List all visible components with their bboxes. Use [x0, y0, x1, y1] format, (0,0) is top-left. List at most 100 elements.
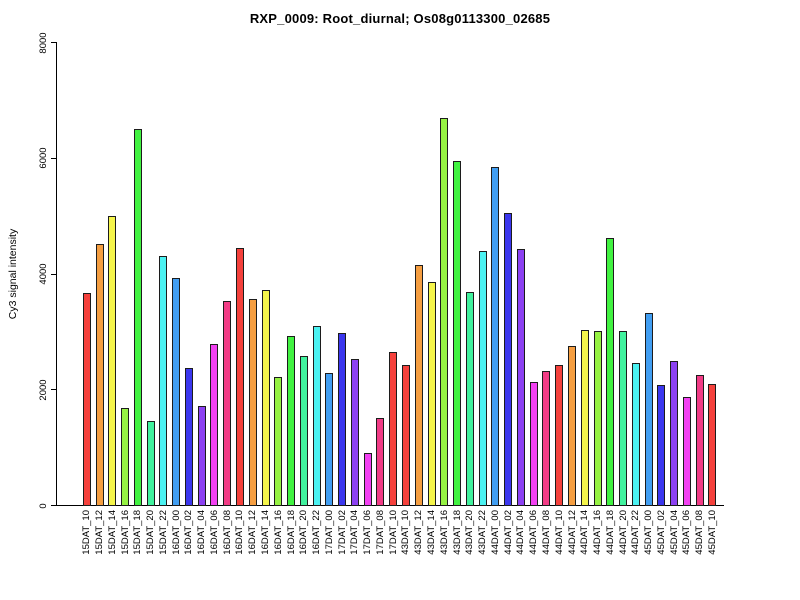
bar-43DAT_20	[465, 291, 474, 506]
bar-45DAT_08	[695, 374, 704, 506]
bar-44DAT_04	[516, 248, 525, 506]
bar-44DAT_12	[568, 346, 576, 506]
x-tick-label-15DAT_16: 15DAT_16	[119, 509, 131, 555]
bar-45DAT_00	[644, 312, 653, 506]
bar-44DAT_14	[580, 329, 589, 506]
x-tick-label-43DAT_20: 43DAT_20	[464, 509, 476, 555]
bar-43DAT_14	[427, 281, 436, 506]
bar-15DAT_12	[95, 244, 104, 506]
x-tick-label-43DAT_16: 43DAT_16	[438, 509, 450, 555]
y-axis-title: Cy3 signal intensity	[7, 228, 19, 320]
x-tick-label-44DAT_16: 44DAT_16	[592, 509, 603, 555]
y-tick-4000	[51, 273, 56, 275]
bar-44DAT_22	[631, 362, 640, 506]
bar-16DAT_18	[287, 336, 295, 506]
y-tick-label-6000: 6000	[38, 147, 49, 169]
bar-45DAT_06	[682, 396, 691, 506]
bar-17DAT_10	[389, 351, 398, 506]
x-tick-label-43DAT_22: 43DAT_22	[477, 509, 489, 555]
x-tick-label-44DAT_04: 44DAT_04	[515, 509, 527, 555]
x-tick-label-15DAT_18: 15DAT_18	[132, 509, 144, 555]
chart-title: RXP_0009: Root_diurnal; Os08g0113300_026…	[249, 11, 551, 26]
bar-44DAT_10	[555, 365, 564, 506]
x-tick-label-17DAT_00: 17DAT_00	[323, 509, 335, 555]
bar-17DAT_08	[376, 418, 385, 506]
x-tick-label-44DAT_02: 44DAT_02	[502, 509, 514, 555]
bar-45DAT_02	[657, 384, 666, 506]
x-tick-label-44DAT_20: 44DAT_20	[617, 509, 629, 555]
y-tick-0	[51, 505, 56, 507]
bar-16DAT_08	[223, 301, 232, 506]
plot-area	[57, 43, 724, 506]
y-tick-2000	[51, 389, 56, 391]
bar-43DAT_16	[440, 118, 449, 506]
y-tick-label-2000: 2000	[38, 379, 49, 401]
bar-16DAT_20	[299, 356, 308, 506]
bar-17DAT_04	[350, 359, 359, 506]
bar-44DAT_00	[491, 166, 500, 506]
bar-16DAT_16	[274, 377, 283, 506]
bar-16DAT_00	[172, 277, 181, 506]
x-tick-label-44DAT_10: 44DAT_10	[553, 509, 565, 555]
x-tick-label-45DAT_08: 45DAT_08	[694, 509, 706, 555]
bar-44DAT_02	[504, 213, 513, 506]
bar-17DAT_06	[363, 452, 372, 506]
x-tick-label-43DAT_10: 43DAT_10	[400, 509, 412, 555]
bar-16DAT_12	[248, 299, 257, 506]
x-tick-label-43DAT_14: 43DAT_14	[426, 509, 437, 555]
bar-16DAT_06	[210, 344, 219, 506]
bar-16DAT_10	[235, 248, 244, 506]
bar-45DAT_04	[670, 360, 679, 506]
x-tick-label-16DAT_12: 16DAT_12	[247, 509, 259, 555]
x-tick-label-16DAT_16: 16DAT_16	[272, 509, 284, 555]
x-tick-label-16DAT_06: 16DAT_06	[208, 509, 220, 555]
x-tick-label-15DAT_20: 15DAT_20	[145, 509, 157, 555]
x-tick-label-44DAT_00: 44DAT_00	[489, 509, 501, 555]
x-tick-label-44DAT_06: 44DAT_06	[528, 509, 540, 555]
x-tick-label-16DAT_18: 16DAT_18	[285, 509, 297, 555]
x-tick-label-44DAT_18: 44DAT_18	[604, 509, 616, 555]
y-tick-8000	[51, 42, 56, 44]
x-tick-label-44DAT_22: 44DAT_22	[630, 509, 642, 555]
bar-44DAT_08	[542, 371, 551, 506]
x-tick-label-16DAT_22: 16DAT_22	[311, 509, 323, 555]
bar-15DAT_16	[121, 408, 129, 506]
y-tick-label-4000: 4000	[38, 263, 49, 285]
bar-15DAT_10	[82, 292, 91, 506]
y-tick-6000	[51, 157, 56, 159]
x-tick-label-16DAT_02: 16DAT_02	[183, 509, 195, 555]
bar-15DAT_14	[108, 215, 117, 506]
x-tick-label-45DAT_00: 45DAT_00	[643, 509, 655, 555]
x-tick-label-15DAT_14: 15DAT_14	[106, 509, 118, 555]
x-tick-label-16DAT_04: 16DAT_04	[196, 509, 208, 555]
x-tick-label-16DAT_10: 16DAT_10	[234, 509, 246, 555]
x-tick-label-43DAT_18: 43DAT_18	[451, 509, 463, 555]
x-tick-label-44DAT_08: 44DAT_08	[540, 509, 552, 555]
bar-17DAT_00	[325, 373, 334, 506]
x-tick-label-44DAT_12: 44DAT_12	[566, 509, 578, 555]
bar-44DAT_16	[593, 330, 602, 506]
x-tick-label-17DAT_04: 17DAT_04	[349, 509, 361, 555]
bar-15DAT_22	[159, 256, 168, 506]
x-tick-label-45DAT_04: 45DAT_04	[668, 509, 680, 555]
y-tick-label-0: 0	[38, 503, 49, 509]
bar-15DAT_20	[146, 420, 155, 506]
x-tick-label-17DAT_08: 17DAT_08	[374, 509, 386, 555]
bar-43DAT_10	[401, 365, 410, 506]
x-tick-label-17DAT_06: 17DAT_06	[362, 509, 374, 555]
x-tick-label-17DAT_10: 17DAT_10	[387, 509, 399, 555]
bar-17DAT_02	[338, 333, 347, 506]
bar-16DAT_14	[261, 289, 270, 506]
bar-45DAT_10	[708, 384, 717, 506]
bar-43DAT_22	[478, 250, 487, 506]
bar-44DAT_06	[529, 381, 538, 506]
x-tick-label-45DAT_06: 45DAT_06	[681, 509, 693, 555]
x-tick-label-16DAT_08: 16DAT_08	[221, 509, 233, 555]
x-tick-label-16DAT_00: 16DAT_00	[170, 509, 182, 555]
bar-44DAT_18	[606, 237, 615, 506]
x-tick-label-45DAT_02: 45DAT_02	[655, 509, 667, 555]
x-tick-label-16DAT_20: 16DAT_20	[298, 509, 310, 555]
x-tick-label-17DAT_02: 17DAT_02	[336, 509, 348, 555]
x-tick-label-15DAT_22: 15DAT_22	[157, 509, 169, 555]
